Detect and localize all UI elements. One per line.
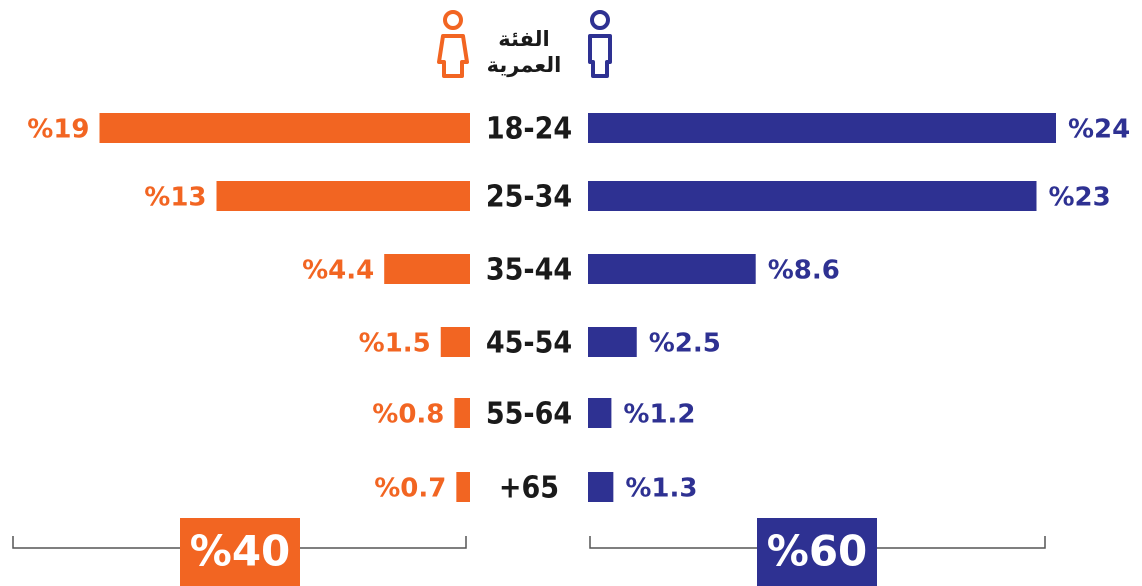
total-label: %60: [767, 527, 868, 576]
value-label: %23: [1049, 183, 1111, 213]
value-label: %13: [144, 183, 206, 213]
total-box: [757, 518, 877, 586]
age-header: الفئة العمرية: [486, 27, 562, 77]
value-label: %19: [27, 115, 89, 145]
total-label: %40: [190, 527, 291, 576]
category-label: +65: [499, 471, 559, 506]
value-label: %4.4: [302, 256, 374, 286]
bar: [588, 398, 612, 428]
bar: [588, 113, 1056, 143]
value-label: %0.8: [372, 400, 444, 430]
bar: [588, 472, 614, 502]
value-label: %2.5: [649, 329, 721, 359]
category-label: 35-44: [486, 253, 572, 288]
value-label: %24: [1068, 115, 1130, 145]
female-icon: [437, 10, 469, 78]
category-label: 55-64: [486, 397, 572, 432]
bar: [588, 181, 1037, 211]
bar: [454, 398, 470, 428]
value-label: %8.6: [768, 256, 840, 286]
total-box: [180, 518, 300, 586]
value-label: %1.2: [623, 400, 695, 430]
bar: [456, 472, 470, 502]
value-label: %1.5: [359, 329, 431, 359]
bar: [216, 181, 470, 211]
category-label: 25-34: [486, 180, 572, 215]
bar: [99, 113, 470, 143]
bar: [588, 327, 637, 357]
category-label: 45-54: [486, 326, 572, 361]
bar: [588, 254, 756, 284]
bar: [384, 254, 470, 284]
category-label: 18-24: [486, 112, 572, 147]
value-label: %0.7: [374, 474, 446, 504]
bar: [440, 327, 470, 357]
value-label: %1.3: [625, 474, 697, 504]
male-icon: [588, 10, 612, 78]
